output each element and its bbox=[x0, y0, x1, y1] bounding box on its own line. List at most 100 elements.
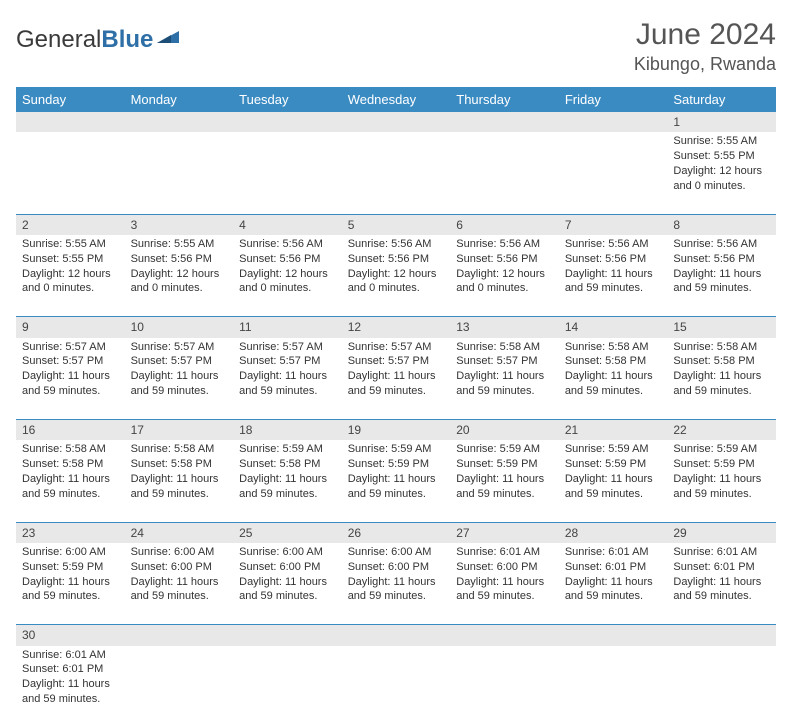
sunrise-line: Sunrise: 5:57 AM bbox=[239, 340, 336, 355]
daylight-line: Daylight: 11 hours and 59 minutes. bbox=[456, 472, 553, 502]
day-number: 15 bbox=[667, 317, 776, 338]
day-header: Sunday bbox=[16, 87, 125, 112]
day-cell bbox=[233, 646, 342, 728]
day-cell-body: Sunrise: 6:00 AMSunset: 6:00 PMDaylight:… bbox=[233, 543, 342, 608]
title-block: June 2024 Kibungo, Rwanda bbox=[634, 18, 776, 75]
sunset-line: Sunset: 5:56 PM bbox=[239, 252, 336, 267]
daynum-row: 1 bbox=[16, 112, 776, 132]
daynum-row: 2345678 bbox=[16, 214, 776, 235]
day-cell: Sunrise: 5:58 AMSunset: 5:58 PMDaylight:… bbox=[559, 338, 668, 420]
day-cell-body: Sunrise: 5:59 AMSunset: 5:58 PMDaylight:… bbox=[233, 440, 342, 505]
daylight-line: Daylight: 12 hours and 0 minutes. bbox=[348, 267, 445, 297]
daylight-line: Daylight: 12 hours and 0 minutes. bbox=[673, 164, 770, 194]
day-cell-body: Sunrise: 5:59 AMSunset: 5:59 PMDaylight:… bbox=[450, 440, 559, 505]
day-number: 24 bbox=[125, 522, 234, 543]
daylight-line: Daylight: 11 hours and 59 minutes. bbox=[565, 267, 662, 297]
day-cell-body: Sunrise: 6:01 AMSunset: 6:01 PMDaylight:… bbox=[559, 543, 668, 608]
day-cell: Sunrise: 5:56 AMSunset: 5:56 PMDaylight:… bbox=[559, 235, 668, 317]
sunset-line: Sunset: 6:00 PM bbox=[348, 560, 445, 575]
sunrise-line: Sunrise: 5:59 AM bbox=[239, 442, 336, 457]
week-row: Sunrise: 5:55 AMSunset: 5:55 PMDaylight:… bbox=[16, 132, 776, 214]
day-number: 8 bbox=[667, 214, 776, 235]
day-cell-body: Sunrise: 5:57 AMSunset: 5:57 PMDaylight:… bbox=[16, 338, 125, 403]
sunrise-line: Sunrise: 5:55 AM bbox=[131, 237, 228, 252]
sunset-line: Sunset: 5:56 PM bbox=[131, 252, 228, 267]
sunset-line: Sunset: 5:59 PM bbox=[673, 457, 770, 472]
sunrise-line: Sunrise: 5:59 AM bbox=[456, 442, 553, 457]
day-number: 18 bbox=[233, 420, 342, 441]
flag-icon bbox=[157, 26, 183, 54]
sunrise-line: Sunrise: 5:58 AM bbox=[565, 340, 662, 355]
daylight-line: Daylight: 11 hours and 59 minutes. bbox=[673, 267, 770, 297]
day-number: 3 bbox=[125, 214, 234, 235]
location: Kibungo, Rwanda bbox=[634, 54, 776, 75]
day-number: 2 bbox=[16, 214, 125, 235]
sunrise-line: Sunrise: 5:59 AM bbox=[673, 442, 770, 457]
sunrise-line: Sunrise: 5:56 AM bbox=[239, 237, 336, 252]
day-header-row: SundayMondayTuesdayWednesdayThursdayFrid… bbox=[16, 87, 776, 112]
sunset-line: Sunset: 6:00 PM bbox=[131, 560, 228, 575]
day-header: Saturday bbox=[667, 87, 776, 112]
sunrise-line: Sunrise: 5:56 AM bbox=[673, 237, 770, 252]
sunrise-line: Sunrise: 5:56 AM bbox=[348, 237, 445, 252]
daylight-line: Daylight: 11 hours and 59 minutes. bbox=[565, 472, 662, 502]
day-cell bbox=[667, 646, 776, 728]
sunrise-line: Sunrise: 6:01 AM bbox=[456, 545, 553, 560]
sunset-line: Sunset: 5:56 PM bbox=[565, 252, 662, 267]
day-cell-body: Sunrise: 5:56 AMSunset: 5:56 PMDaylight:… bbox=[342, 235, 451, 300]
day-cell: Sunrise: 5:56 AMSunset: 5:56 PMDaylight:… bbox=[233, 235, 342, 317]
week-row: Sunrise: 5:55 AM Sunset: 5:55 PM Daylight:… bbox=[16, 235, 776, 317]
day-number: 9 bbox=[16, 317, 125, 338]
logo-text-1: General bbox=[16, 26, 101, 54]
day-cell: Sunrise: 5:57 AMSunset: 5:57 PMDaylight:… bbox=[125, 338, 234, 420]
daylight-line: Daylight: 11 hours and 59 minutes. bbox=[131, 369, 228, 399]
day-cell-body: Sunrise: 5:59 AMSunset: 5:59 PMDaylight:… bbox=[559, 440, 668, 505]
sunrise-line: Sunrise: 6:00 AM bbox=[131, 545, 228, 560]
sunset-line: Sunset: 6:00 PM bbox=[239, 560, 336, 575]
daylight-line: Daylight: 12 hours and 0 minutes. bbox=[131, 267, 228, 297]
daylight-line: Daylight: 11 hours and 59 minutes. bbox=[131, 575, 228, 605]
day-cell-body: Sunrise: 5:55 AMSunset: 5:56 PMDaylight:… bbox=[125, 235, 234, 300]
day-cell: Sunrise: 5:59 AMSunset: 5:59 PMDaylight:… bbox=[559, 440, 668, 522]
sunrise-line: Sunrise: 6:00 AM bbox=[348, 545, 445, 560]
day-number bbox=[233, 625, 342, 646]
day-cell bbox=[125, 646, 234, 728]
daylight-line: Daylight: 12 hours and 0 minutes. bbox=[239, 267, 336, 297]
day-cell bbox=[16, 132, 125, 214]
day-number: 10 bbox=[125, 317, 234, 338]
day-number bbox=[125, 625, 234, 646]
sunset-line: Sunset: 5:57 PM bbox=[456, 354, 553, 369]
day-cell-body: Sunrise: 6:01 AMSunset: 6:01 PMDaylight:… bbox=[16, 646, 125, 711]
day-number: 14 bbox=[559, 317, 668, 338]
day-number: 5 bbox=[342, 214, 451, 235]
day-header: Thursday bbox=[450, 87, 559, 112]
day-number: 6 bbox=[450, 214, 559, 235]
daylight-line: Daylight: 11 hours and 59 minutes. bbox=[348, 575, 445, 605]
month-title: June 2024 bbox=[634, 18, 776, 52]
day-cell-body: Sunrise: 5:57 AMSunset: 5:57 PMDaylight:… bbox=[342, 338, 451, 403]
daylight-line: Daylight: 11 hours and 59 minutes. bbox=[131, 472, 228, 502]
daylight-line: Daylight: 11 hours and 59 minutes. bbox=[456, 575, 553, 605]
day-cell: Sunrise: 5:59 AMSunset: 5:59 PMDaylight:… bbox=[667, 440, 776, 522]
sunrise-line: Sunrise: 6:01 AM bbox=[673, 545, 770, 560]
header: GeneralBlue June 2024 Kibungo, Rwanda bbox=[16, 18, 776, 75]
sunset-line: Sunset: 5:55 PM bbox=[22, 252, 119, 267]
day-number bbox=[450, 625, 559, 646]
sunset-line: Sunset: 5:58 PM bbox=[239, 457, 336, 472]
day-cell-body: Sunrise: 5:58 AMSunset: 5:58 PMDaylight:… bbox=[559, 338, 668, 403]
day-number: 21 bbox=[559, 420, 668, 441]
week-row: Sunrise: 5:57 AM Sunset: 5:57 PM Daylight:… bbox=[16, 338, 776, 420]
day-cell: Sunrise: 5:55 AMSunset: 5:55 PMDaylight:… bbox=[16, 235, 125, 317]
day-cell: Sunrise: 6:00 AMSunset: 5:59 PMDaylight:… bbox=[16, 543, 125, 625]
daynum-row: 9101112131415 bbox=[16, 317, 776, 338]
sunrise-line: Sunrise: 5:57 AM bbox=[348, 340, 445, 355]
sunrise-line: Sunrise: 5:55 AM bbox=[673, 134, 770, 149]
day-number: 11 bbox=[233, 317, 342, 338]
daynum-row: 16171819202122 bbox=[16, 420, 776, 441]
day-number: 16 bbox=[16, 420, 125, 441]
day-cell: Sunrise: 5:56 AMSunset: 5:56 PMDaylight:… bbox=[342, 235, 451, 317]
sunrise-line: Sunrise: 5:59 AM bbox=[565, 442, 662, 457]
day-cell bbox=[559, 132, 668, 214]
calendar-table: SundayMondayTuesdayWednesdayThursdayFrid… bbox=[16, 87, 776, 728]
sunset-line: Sunset: 5:57 PM bbox=[22, 354, 119, 369]
